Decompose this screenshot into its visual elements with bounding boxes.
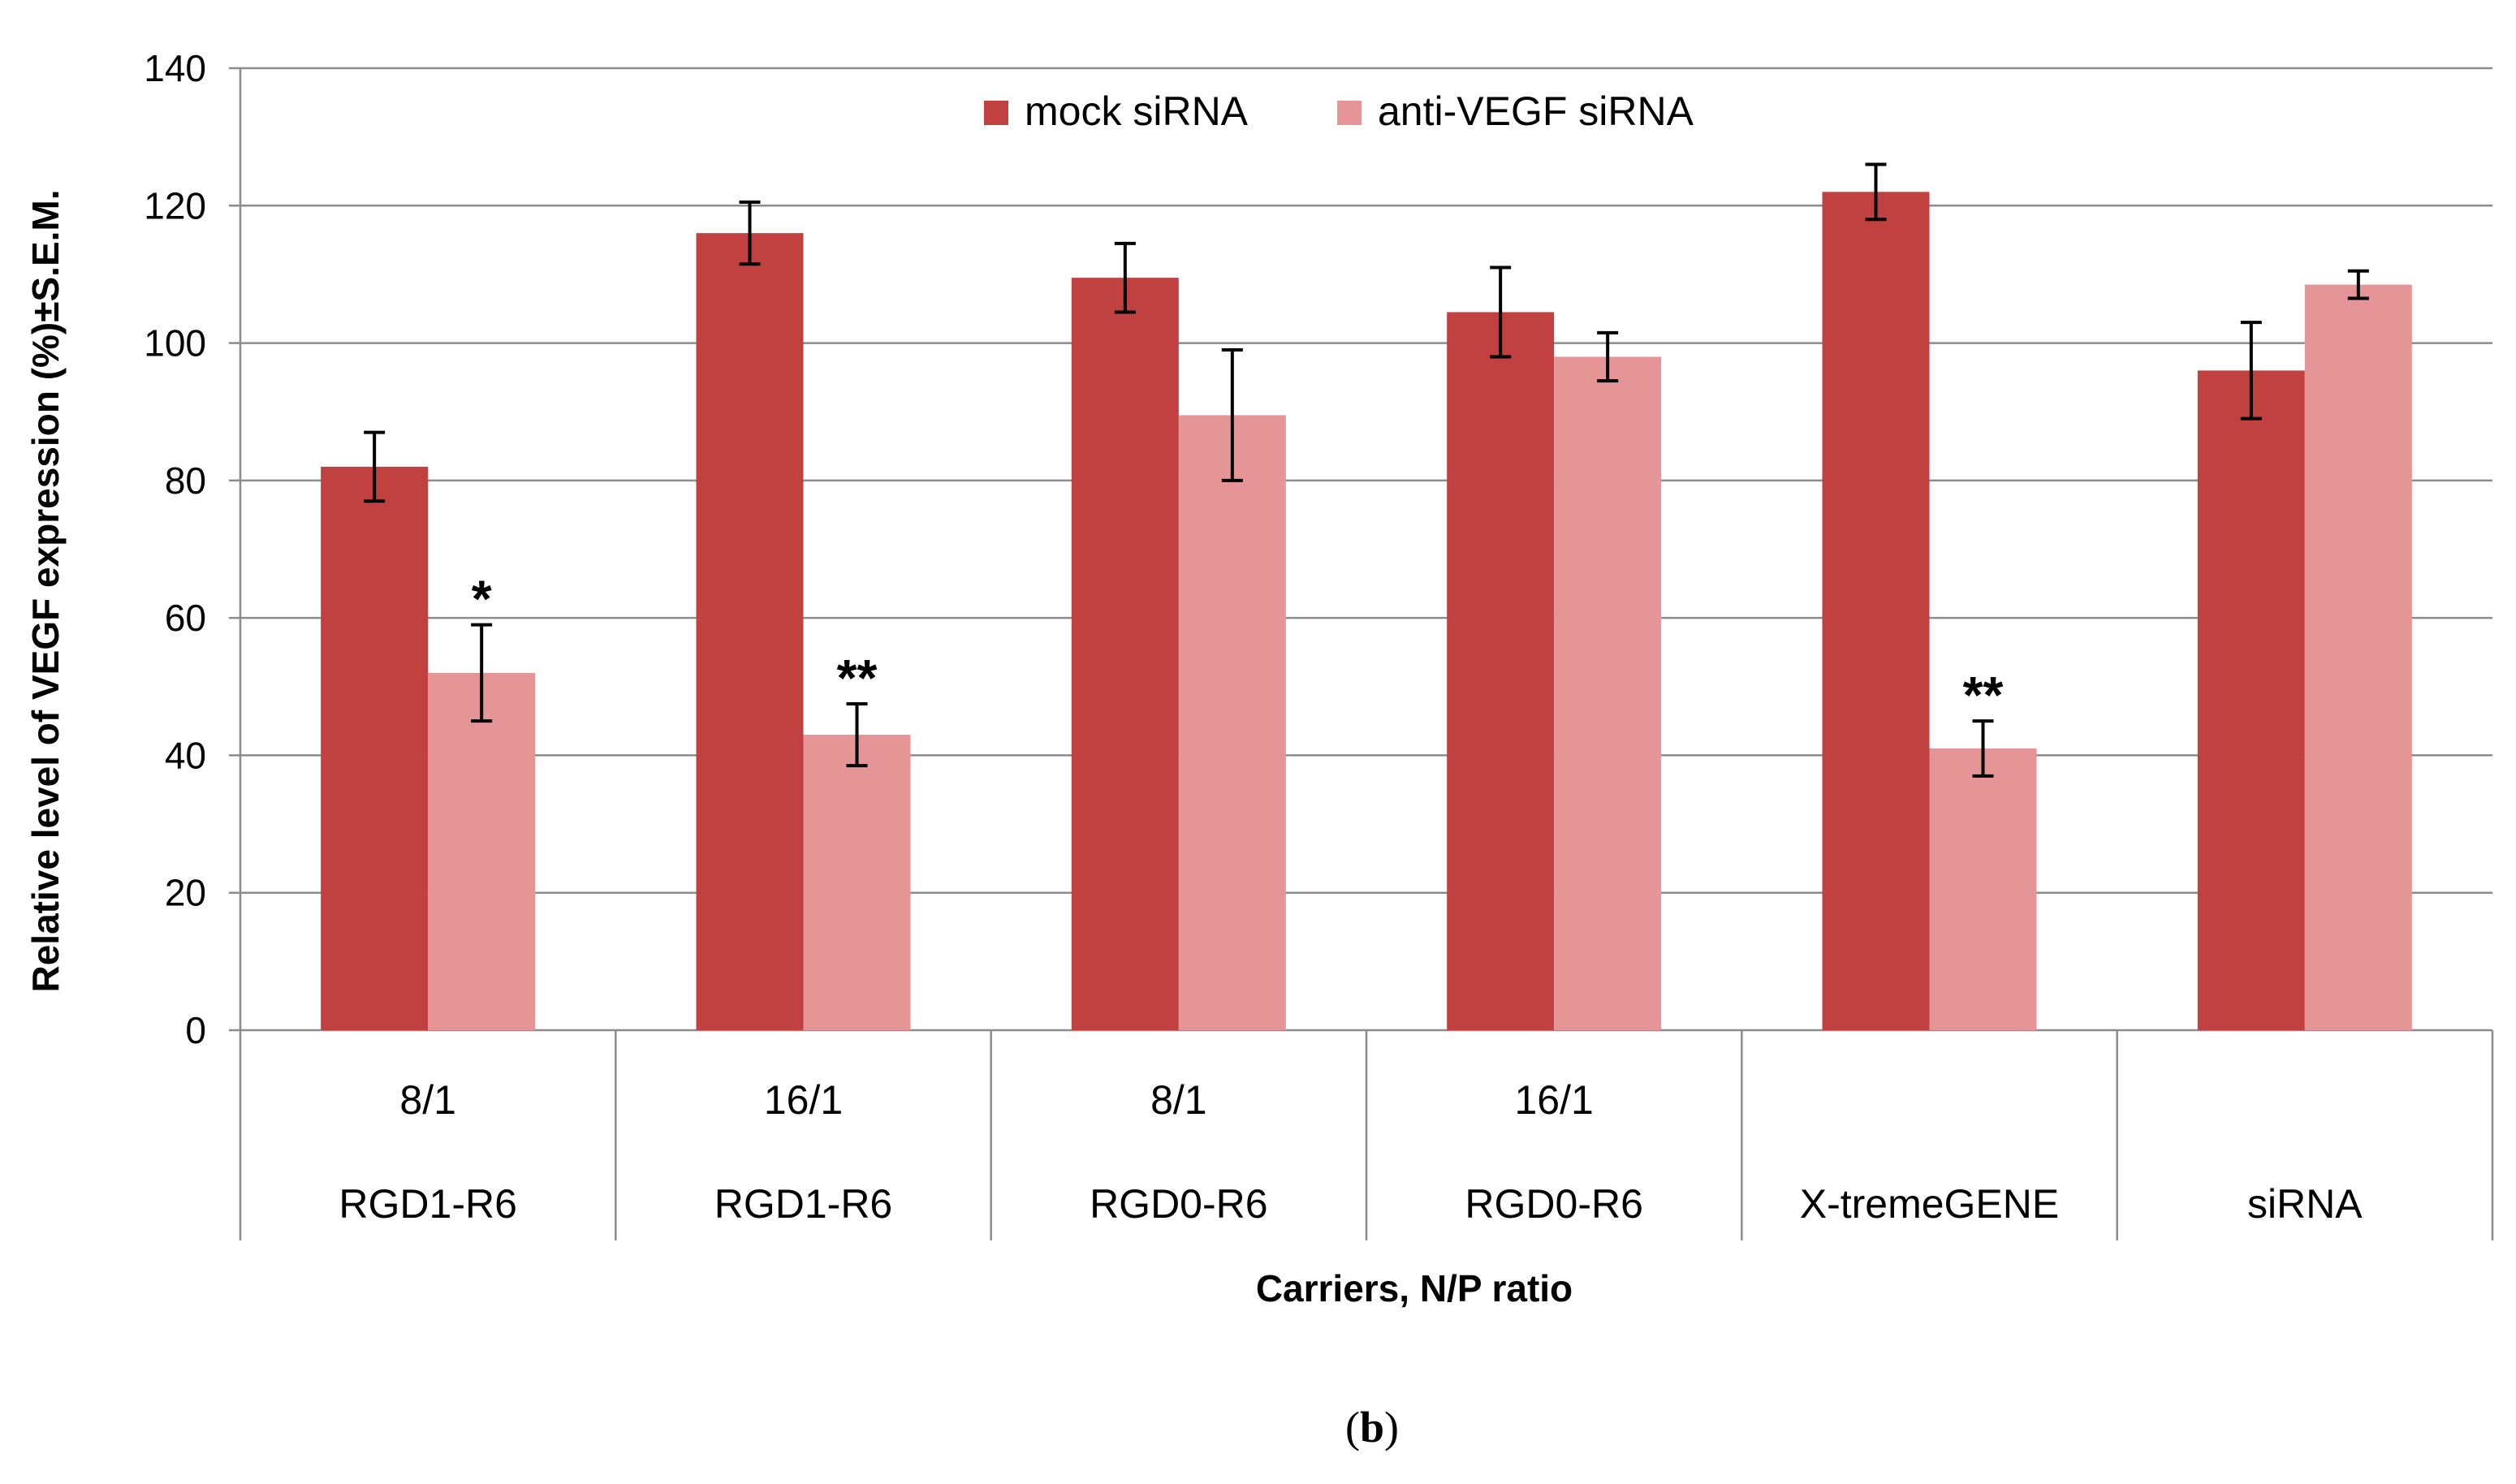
bar-anti-vegf-sirna <box>1554 356 1662 1030</box>
bar-mock-sirna <box>696 233 804 1031</box>
legend-swatch-mock-sirna <box>984 101 1008 125</box>
legend-label-mock-sirna: mock siRNA <box>1025 88 1249 134</box>
category-carrier-label: RGD0-R6 <box>1090 1181 1267 1227</box>
y-tick-label: 140 <box>144 47 206 89</box>
bar-anti-vegf-sirna <box>428 672 536 1030</box>
y-tick-label: 80 <box>165 459 206 502</box>
category-ratio-label: 8/1 <box>1150 1077 1207 1123</box>
bar-anti-vegf-sirna <box>1929 748 2037 1030</box>
significance-marker: ** <box>837 649 878 707</box>
bar-mock-sirna <box>1822 192 1930 1030</box>
figure-label: (b) <box>1345 1403 1399 1452</box>
legend-label-anti-vegf-sirna: anti-VEGF siRNA <box>1378 88 1694 134</box>
category-carrier-label: siRNA <box>2247 1181 2363 1227</box>
legend-swatch-anti-vegf-sirna <box>1337 101 1362 125</box>
category-carrier-label: RGD1-R6 <box>714 1181 892 1227</box>
y-axis-title: Relative level of VEGF expression (%)±S.… <box>24 190 67 993</box>
bar-anti-vegf-sirna <box>803 735 911 1030</box>
axis-tick-labels: 0 20 40 60 80 100 120 140 * 8/1 RGD1-R6 ** 16/1 RGD1-… <box>144 47 2363 1227</box>
category-ratio-label: 16/1 <box>764 1077 843 1123</box>
category-carrier-label: X-tremeGENE <box>1800 1181 2060 1227</box>
y-tick-label: 40 <box>165 734 206 776</box>
y-tick-label: 20 <box>165 872 206 914</box>
bar-mock-sirna <box>321 466 429 1030</box>
y-tick-label: 60 <box>165 597 206 639</box>
significance-marker: * <box>472 570 492 628</box>
error-bars <box>364 162 2369 778</box>
significance-marker: ** <box>1963 666 2004 724</box>
legend: mock siRNA anti-VEGF siRNA <box>984 88 1694 134</box>
gridlines <box>240 67 2492 894</box>
y-tick-label: 0 <box>185 1009 206 1051</box>
bar-mock-sirna <box>1447 312 1555 1030</box>
y-tick-label: 100 <box>144 322 206 365</box>
axes <box>229 67 2494 1240</box>
bars <box>321 192 2412 1031</box>
bar-mock-sirna <box>1071 278 1179 1030</box>
bar-anti-vegf-sirna <box>1178 415 1286 1031</box>
category-ratio-label: 16/1 <box>1515 1077 1594 1123</box>
bar-anti-vegf-sirna <box>2304 284 2412 1030</box>
category-ratio-label: 8/1 <box>399 1077 456 1123</box>
x-axis-title: Carriers, N/P ratio <box>1256 1267 1573 1309</box>
y-tick-label: 120 <box>144 184 206 226</box>
category-carrier-label: RGD0-R6 <box>1465 1181 1642 1227</box>
category-carrier-label: RGD1-R6 <box>339 1181 516 1227</box>
bar-mock-sirna <box>2197 370 2305 1030</box>
